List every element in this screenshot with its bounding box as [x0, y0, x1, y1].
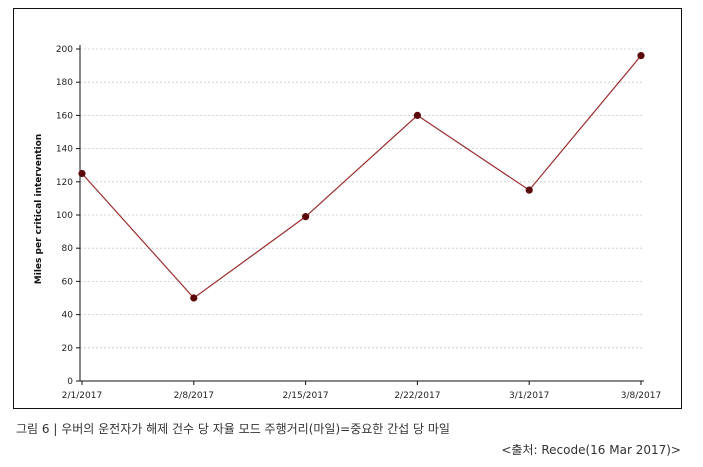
x-tick-labels: 2/1/2017 2/8/2017 2/15/2017 2/22/2017 3/1/20… [62, 391, 661, 401]
data-point [190, 294, 198, 302]
x-tick-label: 2/22/2017 [394, 391, 440, 401]
series-line [81, 55, 642, 299]
x-tick-label: 3/8/2017 [621, 391, 661, 401]
x-tick-label: 3/1/2017 [509, 391, 549, 401]
y-tick-label: 60 [62, 277, 74, 287]
y-tick-labels: 0 20 40 60 80 100 120 140 160 180 200 [56, 45, 73, 387]
data-point [637, 52, 645, 60]
y-tick-label: 160 [56, 111, 73, 121]
x-tick-label: 2/15/2017 [283, 391, 329, 401]
y-tick-label: 120 [56, 178, 73, 188]
y-tick-label: 0 [67, 377, 73, 387]
line-chart: 0 20 40 60 80 100 120 140 160 180 200 2/1/2017 2/8/… [34, 45, 661, 401]
x-tick-label: 2/8/2017 [174, 391, 214, 401]
axes [76, 45, 644, 385]
y-tick-label: 20 [62, 344, 74, 354]
y-axis-label: Miles per critical intervention [34, 134, 44, 284]
figure-caption: 그림 6 | 우버의 운전자가 해제 건수 당 자율 모드 주행거리(마일)=중… [16, 422, 450, 436]
x-tick-label: 2/1/2017 [62, 391, 102, 401]
y-tick-label: 100 [56, 211, 73, 221]
data-point [302, 213, 310, 221]
source-note: <출처: Recode(16 Mar 2017)> [501, 443, 681, 457]
chart-frame: 0 20 40 60 80 100 120 140 160 180 200 2/1/2017 2/8/… [13, 8, 682, 409]
data-point [413, 111, 421, 119]
data-point [525, 186, 533, 194]
y-tick-label: 80 [62, 244, 74, 254]
y-tick-label: 180 [56, 78, 73, 88]
y-tick-label: 40 [62, 311, 74, 321]
y-tick-label: 200 [56, 45, 73, 55]
gridlines [80, 48, 644, 349]
data-points [78, 52, 645, 302]
series-line [81, 55, 642, 299]
y-tick-label: 140 [56, 145, 73, 155]
data-point [78, 169, 86, 178]
